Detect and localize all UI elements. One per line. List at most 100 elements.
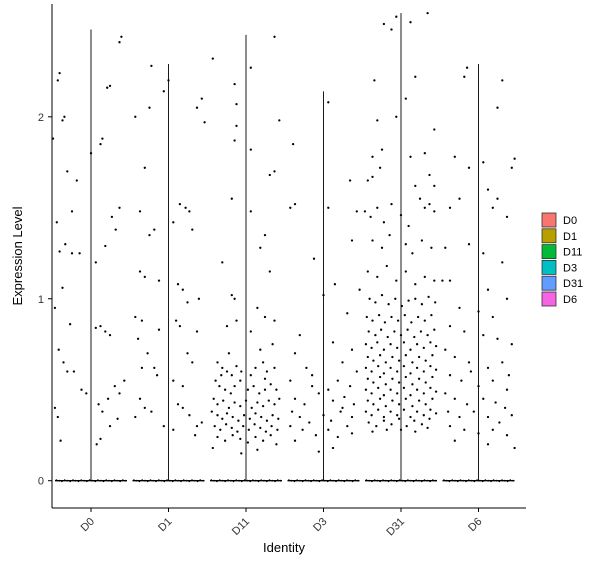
data-point <box>113 384 116 388</box>
data-point <box>77 480 80 483</box>
data-point <box>172 379 175 382</box>
data-point <box>505 434 509 437</box>
data-point <box>271 414 274 417</box>
data-point <box>495 479 498 482</box>
data-point <box>458 415 461 419</box>
data-point <box>409 394 412 397</box>
data-point <box>162 90 165 93</box>
data-point <box>428 202 431 206</box>
data-point <box>225 324 229 328</box>
data-point <box>327 206 330 209</box>
data-point <box>423 206 426 209</box>
data-point <box>310 384 314 388</box>
data-point <box>233 82 236 86</box>
data-point <box>391 399 394 402</box>
data-point <box>407 479 409 481</box>
data-point <box>469 370 473 373</box>
data-point <box>249 480 252 483</box>
data-point <box>433 184 436 188</box>
data-point <box>268 479 271 481</box>
data-point <box>138 270 142 273</box>
data-point <box>394 297 397 300</box>
data-point <box>389 343 392 346</box>
data-point <box>487 479 490 482</box>
data-point <box>301 428 304 431</box>
data-point <box>149 479 152 481</box>
data-point <box>378 166 382 169</box>
data-point <box>135 479 138 482</box>
data-point <box>259 348 262 351</box>
data-point <box>501 361 504 364</box>
data-point <box>229 479 232 482</box>
data-point <box>214 379 217 382</box>
data-point <box>377 386 380 390</box>
data-point <box>406 328 409 331</box>
data-point <box>382 394 386 397</box>
data-point <box>256 306 259 310</box>
data-point <box>89 152 93 155</box>
data-point <box>150 410 153 413</box>
data-point <box>202 479 205 482</box>
data-point <box>465 480 467 483</box>
data-point <box>273 319 276 322</box>
data-point <box>62 361 65 364</box>
data-point <box>152 479 155 482</box>
data-point <box>409 21 412 24</box>
data-point <box>348 384 352 388</box>
data-point <box>55 479 58 481</box>
data-point <box>106 397 110 400</box>
data-point <box>193 434 197 437</box>
data-point <box>235 319 238 322</box>
data-point <box>418 479 420 482</box>
data-point <box>271 479 274 482</box>
data-point <box>431 479 434 481</box>
data-point <box>513 446 516 450</box>
data-point <box>59 439 62 442</box>
data-point <box>66 370 69 373</box>
data-point <box>221 417 224 420</box>
data-point <box>382 479 384 481</box>
data-point <box>134 115 137 118</box>
data-point <box>235 479 238 481</box>
data-point <box>401 479 404 482</box>
data-point <box>273 403 276 406</box>
data-point <box>288 479 290 481</box>
data-point <box>265 419 269 422</box>
data-point <box>188 210 191 213</box>
data-point <box>397 381 401 384</box>
data-point <box>445 479 448 482</box>
data-point <box>477 384 480 388</box>
x-tick-label: D31 <box>384 516 407 539</box>
data-point <box>178 324 182 328</box>
data-point <box>371 155 374 158</box>
data-point <box>486 415 490 419</box>
data-point <box>102 480 105 483</box>
data-point <box>411 361 414 364</box>
data-point <box>371 239 374 242</box>
data-point <box>420 303 424 306</box>
data-point <box>257 480 260 483</box>
data-point <box>63 115 66 118</box>
violin-group-d3 <box>287 91 361 483</box>
data-point <box>136 337 140 340</box>
data-point <box>150 64 153 68</box>
data-point <box>399 213 403 217</box>
data-point <box>512 479 514 482</box>
data-point <box>293 397 297 400</box>
data-point <box>191 228 194 231</box>
data-point <box>123 379 126 382</box>
data-point <box>379 480 382 483</box>
data-point <box>223 439 227 442</box>
data-point <box>424 381 427 384</box>
data-point <box>358 288 361 291</box>
data-point <box>393 479 395 482</box>
y-axis-label: Expression Level <box>10 206 25 305</box>
data-point <box>184 206 187 209</box>
data-point <box>116 479 119 482</box>
data-point <box>250 406 253 410</box>
data-point <box>374 301 377 304</box>
data-point <box>97 403 100 406</box>
data-point <box>346 479 348 481</box>
data-point <box>382 372 386 375</box>
